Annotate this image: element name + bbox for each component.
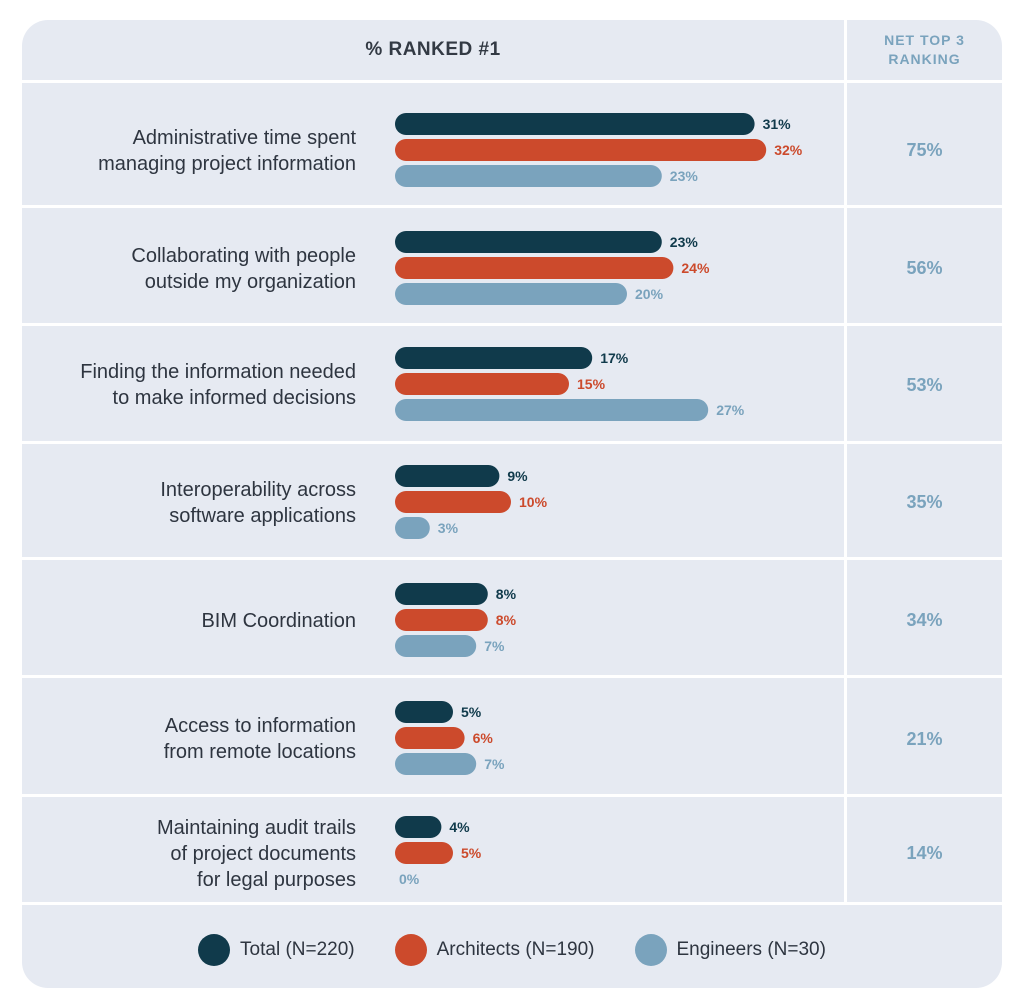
bar-total — [395, 701, 453, 723]
row-separator — [22, 205, 1002, 208]
data-label-engineers: 20% — [635, 286, 664, 302]
bar-architects — [395, 842, 453, 864]
row-label: Administrative time spent managing projec… — [22, 125, 356, 177]
bar-total — [395, 465, 500, 487]
data-label-total: 17% — [600, 350, 629, 366]
net-top3-header: NET TOP 3 RANKING — [847, 20, 1002, 80]
data-label-engineers: 3% — [438, 520, 459, 536]
column-separator — [844, 20, 847, 902]
data-label-architects: 15% — [577, 376, 606, 392]
net-top3-value: 21% — [906, 729, 943, 749]
data-label-architects: 10% — [519, 494, 548, 510]
ranked-header: % RANKED #1 — [365, 39, 501, 60]
bar-architects — [395, 373, 569, 395]
data-label-engineers: 7% — [484, 756, 505, 772]
data-label-total: 23% — [670, 234, 699, 250]
bar-total — [395, 583, 488, 605]
legend: Total (N=220) Architects (N=190) Enginee… — [22, 925, 1002, 975]
data-label-total: 9% — [507, 468, 528, 484]
bar-total — [395, 347, 593, 369]
bar-engineers — [395, 635, 477, 657]
data-label-architects: 24% — [681, 260, 710, 276]
bar-engineers — [395, 165, 662, 187]
bar-engineers — [395, 399, 709, 421]
net-header-line2: RANKING — [888, 51, 961, 67]
legend-label-architects: Architects (N=190) — [436, 939, 595, 960]
row-label-line: Administrative time spent — [132, 127, 356, 149]
bar-engineers — [395, 517, 430, 539]
row-label: Interoperability across software applicat… — [22, 477, 356, 529]
row-label: Access to information from remote locatio… — [22, 713, 356, 765]
row-label-line: Collaborating with people — [131, 245, 356, 267]
legend-dot-total — [198, 934, 231, 966]
row-label-line: outside my organization — [144, 271, 356, 293]
data-label-total: 5% — [461, 704, 482, 720]
data-label-architects: 32% — [774, 142, 803, 158]
bar-architects — [395, 257, 674, 279]
legend-label-total: Total (N=220) — [240, 939, 355, 960]
data-label-architects: 5% — [461, 845, 482, 861]
data-label-architects: 8% — [496, 612, 517, 628]
row-label: BIM Coordination — [22, 608, 356, 634]
row-separator — [22, 441, 1002, 444]
row-label-line: Interoperability across — [160, 479, 356, 501]
net-top3-value: 75% — [906, 140, 943, 160]
legend-dot-architects — [394, 934, 427, 966]
row-label-line: from remote locations — [163, 741, 356, 763]
net-top3-value: 35% — [906, 492, 943, 512]
row-label-line: Access to information — [164, 715, 356, 737]
row-separator — [22, 675, 1002, 678]
bar-architects — [395, 139, 767, 161]
row-label: Finding the information needed to make in… — [22, 359, 356, 411]
row-label: Collaborating with people outside my orga… — [22, 243, 356, 295]
row-separator — [22, 902, 1002, 905]
row-separator — [22, 794, 1002, 797]
row-label-line: Maintaining audit trails — [157, 817, 356, 839]
data-label-architects: 6% — [473, 730, 494, 746]
data-label-total: 31% — [763, 116, 792, 132]
net-top3-value: 34% — [906, 610, 943, 630]
row-label-line: managing project information — [98, 153, 356, 175]
legend-label-engineers: Engineers (N=30) — [676, 939, 826, 960]
row-label-line: BIM Coordination — [201, 610, 356, 632]
net-header-line1: NET TOP 3 — [884, 32, 965, 48]
row-label-line: software applications — [169, 505, 356, 527]
legend-item-architects: Architects (N=190) — [394, 934, 595, 966]
bar-engineers — [395, 753, 477, 775]
data-label-total: 4% — [449, 819, 470, 835]
net-top3-value: 14% — [906, 843, 943, 863]
bar-total — [395, 113, 755, 135]
legend-dot-engineers — [634, 934, 667, 966]
bar-architects — [395, 727, 465, 749]
data-label-engineers: 27% — [716, 402, 745, 418]
bar-total — [395, 816, 442, 838]
row-label: Maintaining audit trails of project docum… — [22, 815, 356, 893]
row-separator — [22, 323, 1002, 326]
net-top3-value: 56% — [906, 258, 943, 278]
row-label-line: Finding the information needed — [80, 361, 356, 383]
legend-item-total: Total (N=220) — [198, 934, 355, 966]
data-label-total: 8% — [496, 586, 517, 602]
data-label-engineers: 23% — [670, 168, 699, 184]
data-label-engineers: 7% — [484, 638, 505, 654]
data-label-engineers: 0% — [399, 871, 420, 887]
bar-chart: 31% 32% 23% 23% 24% 20% 17% 15% 27% 9% 10% 3% 8% 8% 7%… — [395, 113, 803, 887]
legend-item-engineers: Engineers (N=30) — [634, 934, 826, 966]
bar-architects — [395, 491, 511, 513]
row-label-line: to make informed decisions — [112, 387, 356, 409]
chart-card: % RANKED #1 NET TOP 3 RANKING Administrat… — [22, 20, 1002, 988]
row-label-line: of project documents — [170, 843, 356, 865]
row-separator — [22, 80, 1002, 83]
bar-engineers — [395, 283, 627, 305]
bar-architects — [395, 609, 488, 631]
row-label-line: for legal purposes — [197, 869, 356, 891]
row-separator — [22, 557, 1002, 560]
net-top3-value: 53% — [906, 375, 943, 395]
bar-total — [395, 231, 662, 253]
